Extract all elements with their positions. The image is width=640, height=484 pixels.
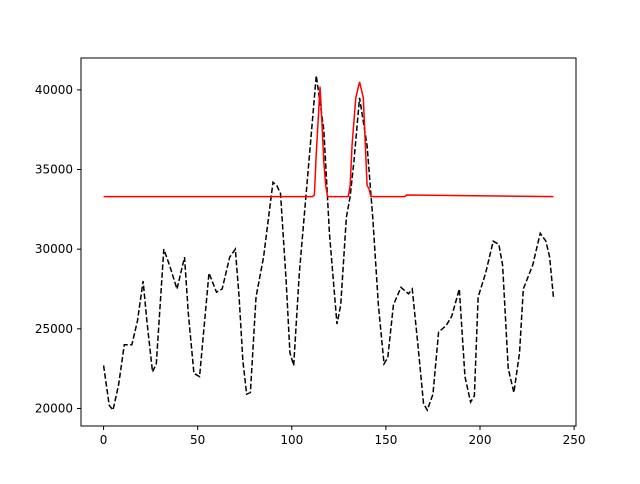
x-tick-label: 200: [469, 433, 492, 447]
y-tick-label: 35000: [35, 163, 73, 177]
x-tick-label: 100: [280, 433, 303, 447]
y-tick-label: 30000: [35, 242, 73, 256]
y-tick-label: 40000: [35, 83, 73, 97]
line-series: [102, 75, 555, 412]
x-tick-label: 50: [190, 433, 205, 447]
y-tick-label: 25000: [35, 322, 73, 336]
y-tick-label: 20000: [35, 401, 73, 415]
x-tick-label: 0: [100, 433, 108, 447]
x-tick-label: 250: [563, 433, 586, 447]
line-series: [103, 81, 554, 198]
x-tick-label: 150: [374, 433, 397, 447]
plot-frame: [80, 57, 577, 427]
